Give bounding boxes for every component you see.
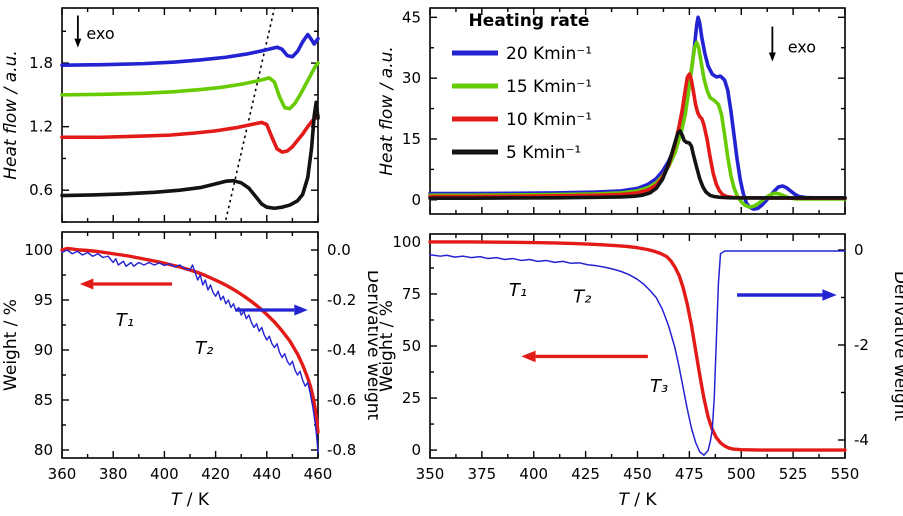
dsc-heating-rate-chart-right — [378, 0, 903, 228]
tga-weight-derivative-chart-left — [0, 228, 378, 516]
dsc-heat-flow-chart-left — [0, 0, 378, 228]
tga-weight-derivative-chart-right — [378, 228, 903, 516]
